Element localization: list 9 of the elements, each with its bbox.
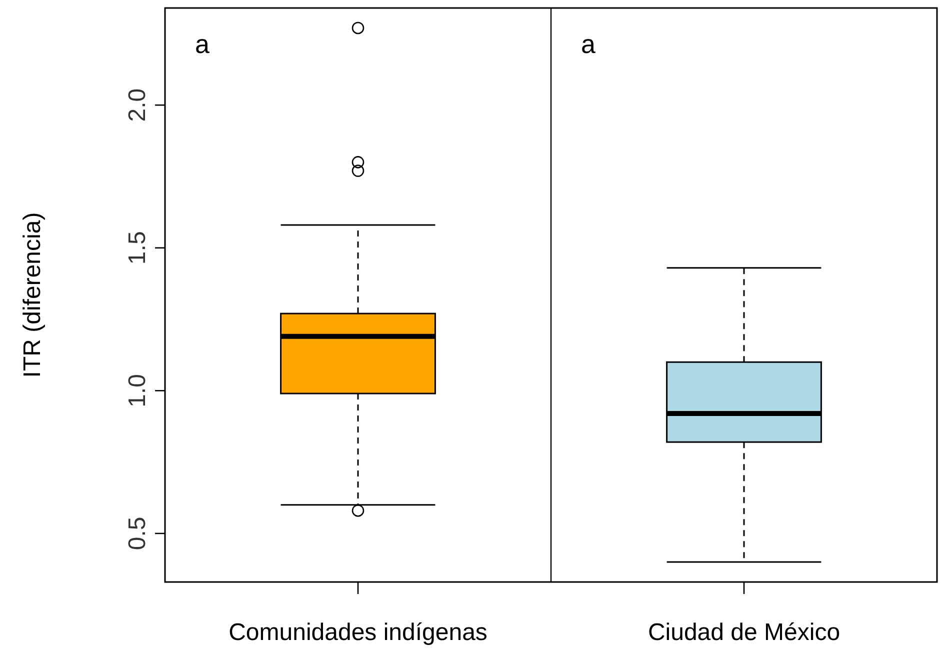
annotation: a <box>195 29 210 59</box>
x-tick-label: Comunidades indígenas <box>228 619 488 646</box>
x-tick-label: Ciudad de México <box>648 619 840 646</box>
y-tick-label: 1.5 <box>124 231 151 265</box>
y-tick-label: 0.5 <box>124 516 151 550</box>
y-axis-title: ITR (diferencia) <box>19 212 46 378</box>
annotation: a <box>581 29 596 59</box>
y-tick-label: 1.0 <box>124 374 151 408</box>
y-tick-label: 2.0 <box>124 88 151 122</box>
